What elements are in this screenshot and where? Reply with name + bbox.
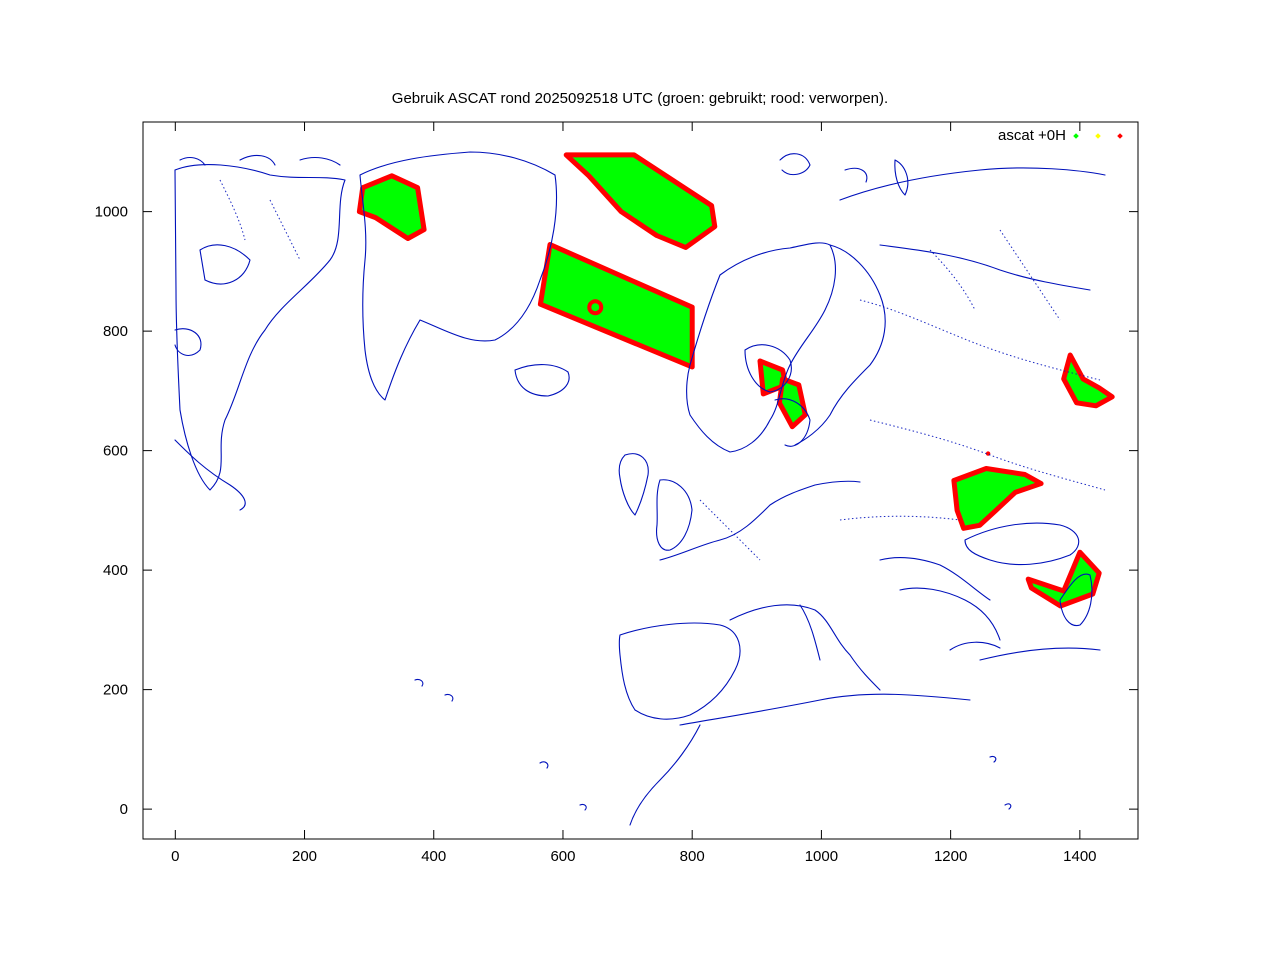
ascat-swath [356,173,427,241]
coastline [964,522,1080,566]
coastline [179,156,206,166]
coastline [894,159,909,196]
coastline-layer [174,151,1106,826]
legend-marker-rejected [1117,133,1123,139]
coastline [199,244,251,285]
border-dots [269,199,301,261]
coastline [239,154,276,166]
coastline [656,479,693,551]
coastline [799,604,821,661]
coastline [899,587,1001,641]
y-tick-label: 0 [120,801,128,818]
ascat-swath [563,152,718,250]
coastline [174,328,202,356]
coastline [579,803,587,811]
y-tick-label: 1000 [95,204,128,221]
coastline [174,439,246,511]
coastline [844,167,868,183]
ascat-swath [951,466,1044,531]
x-tick-label: 200 [292,848,317,865]
coastline [539,761,549,769]
coastline [989,755,997,763]
x-tick-label: 400 [421,848,446,865]
coastline [686,242,836,453]
x-tick-label: 600 [550,848,575,865]
coastline [618,622,741,720]
coastline [729,604,881,691]
ascat-swath [1025,549,1102,609]
ascat-rejected-patch [587,299,604,316]
axes-layer: 0 200 400 600 800 1000 1200 1400 0 200 400 600 800 10… [95,121,1139,865]
coastline [839,167,1106,201]
coastline [879,244,1091,291]
coastline [679,693,971,726]
coastline [1004,803,1012,810]
coastline [414,678,424,687]
coastline [629,724,701,826]
border-dots [219,179,246,241]
legend-marker-used [1073,133,1079,139]
legend: ascat +0H [998,127,1123,144]
coastline [618,453,649,516]
plot-frame [142,121,1139,840]
ascat-swath [537,242,695,370]
border-dots [699,499,761,561]
border-dots [929,249,976,311]
y-tick-label: 400 [103,562,128,579]
border-dots [869,419,1106,491]
coastline [979,647,1101,661]
coastline [744,344,792,393]
coastline [174,164,346,491]
border-dots [839,515,961,521]
coastline [1059,573,1093,627]
coastline [359,151,558,401]
x-tick-label: 800 [680,848,705,865]
coastline [779,153,811,176]
coastline [514,364,570,397]
chart-title: Gebruik ASCAT rond 2025092518 UTC (groen… [392,90,888,107]
y-tick-label: 600 [103,443,128,460]
coastline [949,641,1001,651]
coastline [299,156,341,166]
border-dots [859,299,1101,381]
coastline [879,556,991,601]
legend-marker-reserved [1095,133,1101,139]
coastline [444,693,454,702]
x-tick-label: 0 [171,848,179,865]
x-tick-label: 1200 [934,848,967,865]
y-tick-label: 800 [103,323,128,340]
x-tick-label: 1000 [805,848,838,865]
swath-layer [356,152,1115,609]
ascat-swath [1061,352,1115,409]
border-dots [999,229,1061,321]
coastline [774,398,811,447]
legend-label: ascat +0H [998,127,1066,144]
coastline [659,480,861,561]
x-tick-label: 1400 [1063,848,1096,865]
y-tick-label: 200 [103,682,128,699]
coastline [794,244,886,446]
